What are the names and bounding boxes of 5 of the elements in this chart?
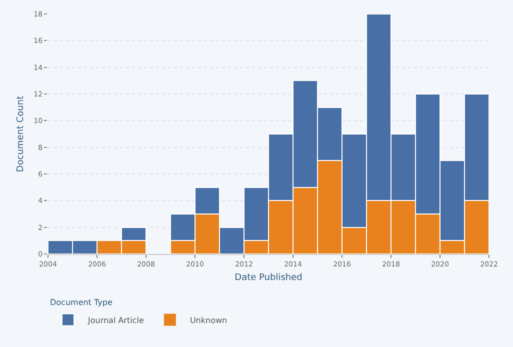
legend-label: Unknown [190, 316, 228, 325]
legend-label: Journal Article [87, 316, 144, 325]
y-axis-title: Document Count [16, 95, 26, 172]
legend-title: Document Type [50, 298, 112, 308]
x-axis-title: Date Published [234, 273, 302, 284]
